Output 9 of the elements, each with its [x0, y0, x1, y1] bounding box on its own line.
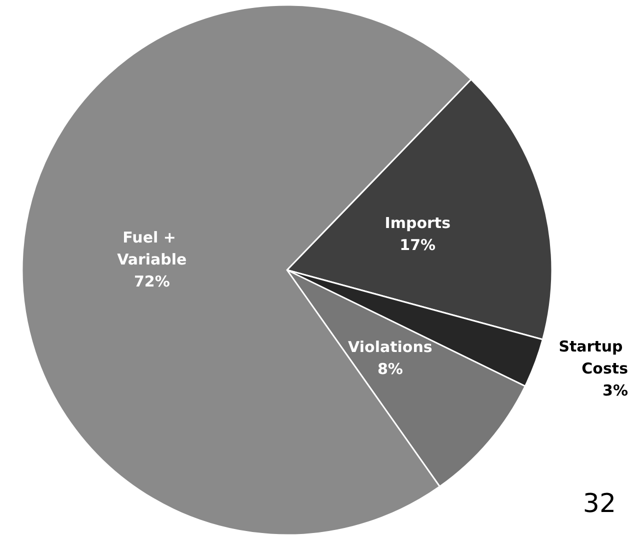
slice-label: Fuel + Variable — [117, 228, 187, 269]
text: 32 — [582, 489, 616, 519]
slice-label: Violations — [348, 338, 432, 356]
data-label: 72% — [134, 272, 170, 291]
data-label: 3% — [602, 382, 628, 400]
data-label: 17% — [400, 236, 436, 254]
slice-label: Startup Costs — [558, 338, 628, 378]
slice-label: Imports — [384, 214, 451, 232]
data-label: 8% — [377, 360, 403, 378]
